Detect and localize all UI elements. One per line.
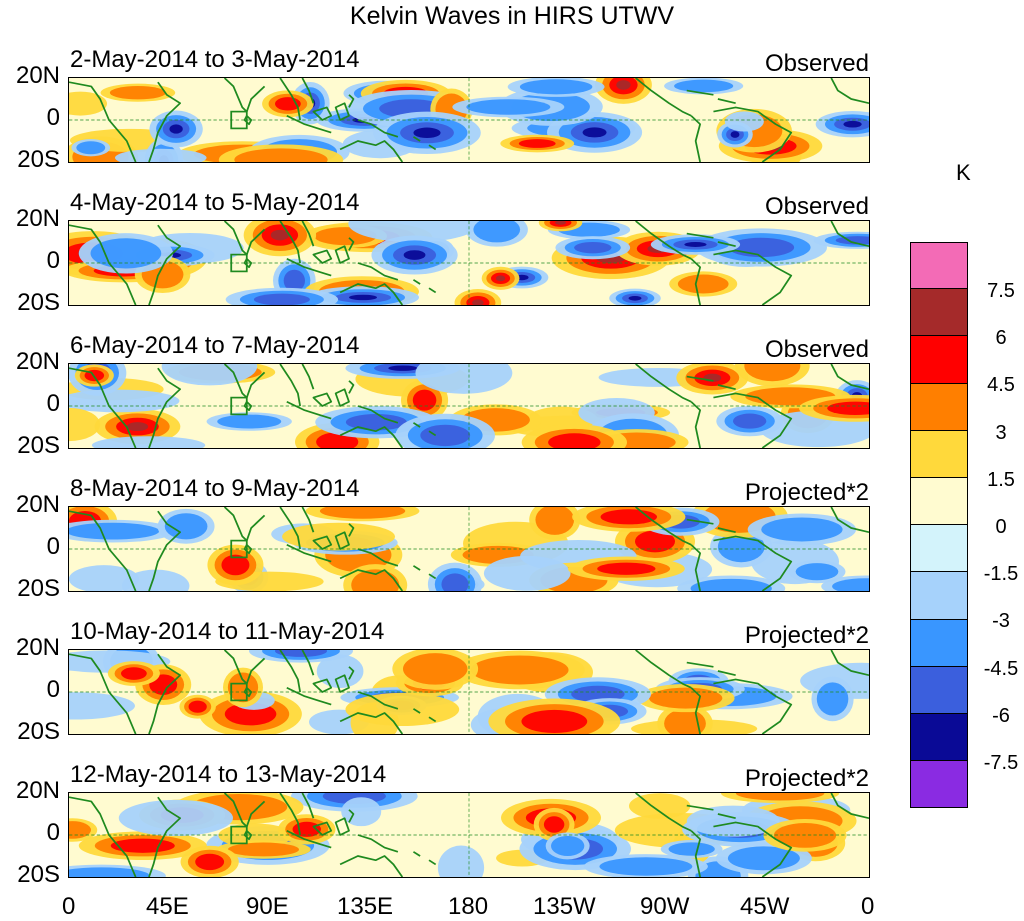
colorbar-tick-label: -1.5 xyxy=(983,563,1019,586)
lon-tick-180: 180 xyxy=(448,893,489,920)
panel-date-range: 8-May-2014 to 9-May-2014 xyxy=(70,475,360,502)
colorbar-swatch xyxy=(910,477,968,526)
colorbar-swatch xyxy=(910,572,968,620)
panel-type-label: Projected*2 xyxy=(744,765,869,792)
lat-tick-label: 20S xyxy=(17,146,60,173)
lat-tick-label: 20N xyxy=(15,491,60,518)
lat-tick-label: 0 xyxy=(46,676,60,703)
lat-tick-label: 20N xyxy=(15,62,60,89)
lon-tick-0-end: 0 xyxy=(861,893,875,920)
colorbar-swatch xyxy=(910,383,968,431)
lat-tick-label: 20N xyxy=(15,205,60,232)
colorbar-tick-label: -4.5 xyxy=(983,657,1019,680)
lon-tick-135w: 135W xyxy=(533,893,596,920)
lon-tick-90e: 90E xyxy=(246,893,289,920)
colorbar-swatch xyxy=(910,761,968,809)
anomaly-map xyxy=(68,649,870,735)
lat-tick-label: 0 xyxy=(46,390,60,417)
colorbar-swatch xyxy=(910,666,968,714)
lat-tick-label: 20N xyxy=(15,777,60,804)
colorbar-swatch xyxy=(910,619,968,667)
colorbar-tick-label: 6 xyxy=(995,327,1007,350)
colorbar-tick-label: 7.5 xyxy=(987,280,1015,302)
map-panel: 10-May-2014 to 11-May-2014 Projected*2 20N… xyxy=(0,618,1024,761)
panel-type-label: Observed xyxy=(764,50,869,77)
lon-tick-45w: 45W xyxy=(740,893,790,920)
map-panel: 8-May-2014 to 9-May-2014 Projected*2 20N 0 2… xyxy=(0,475,1024,618)
panel-type-label: Observed xyxy=(764,336,869,363)
anomaly-map xyxy=(68,363,870,449)
colorbar-tick-label: -3 xyxy=(992,610,1010,633)
region-box xyxy=(230,539,248,559)
colorbar-swatch xyxy=(910,430,968,478)
colorbar-swatch xyxy=(910,525,968,573)
colorbar-tick-label: -7.5 xyxy=(983,752,1019,774)
colorbar-unit: K xyxy=(956,160,971,185)
colorbar-swatch xyxy=(910,242,968,290)
region-box xyxy=(230,253,248,273)
panel-date-range: 12-May-2014 to 13-May-2014 xyxy=(70,761,387,788)
region-box xyxy=(230,396,248,416)
anomaly-map xyxy=(68,792,870,878)
lat-tick-label: 20N xyxy=(15,634,60,661)
lat-tick-label: 20S xyxy=(17,432,60,459)
colorbar-tick-label: 3 xyxy=(995,421,1007,444)
panel-type-label: Projected*2 xyxy=(744,622,869,649)
figure-title: Kelvin Waves in HIRS UTWV xyxy=(349,2,675,30)
lat-tick-label: 0 xyxy=(46,247,60,274)
colorbar-tick-label: 4.5 xyxy=(987,374,1015,397)
lat-tick-label: 20S xyxy=(17,861,60,888)
lat-tick-label: 20N xyxy=(15,348,60,375)
anomaly-map xyxy=(68,506,870,592)
colorbar-tick-label: 1.5 xyxy=(987,468,1015,491)
lat-tick-label: 0 xyxy=(46,104,60,131)
colorbar-swatch xyxy=(910,336,968,384)
map-panel: 4-May-2014 to 5-May-2014 Observed 20N 0 20S xyxy=(0,189,1024,332)
colorbar xyxy=(910,242,968,809)
panel-date-range: 2-May-2014 to 3-May-2014 xyxy=(70,46,360,73)
map-panel: 2-May-2014 to 3-May-2014 Observed 20N 0 20S xyxy=(0,46,1024,189)
lon-tick-0: 0 xyxy=(62,893,76,920)
region-box xyxy=(230,110,248,130)
lat-tick-label: 0 xyxy=(46,533,60,560)
lat-tick-label: 0 xyxy=(46,819,60,846)
lon-tick-90w: 90W xyxy=(640,893,690,920)
lat-tick-label: 20S xyxy=(17,289,60,316)
panel-type-label: Projected*2 xyxy=(744,479,869,506)
colorbar-tick-label: -6 xyxy=(992,704,1010,727)
map-panel: 12-May-2014 to 13-May-2014 Projected*2 20N… xyxy=(0,761,1024,904)
panel-date-range: 10-May-2014 to 11-May-2014 xyxy=(70,618,385,645)
lat-tick-label: 20S xyxy=(17,718,60,745)
lon-tick-45e: 45E xyxy=(146,893,189,920)
colorbar-tick-label: 0 xyxy=(995,516,1007,538)
lat-tick-label: 20S xyxy=(17,575,60,602)
panel-date-range: 6-May-2014 to 7-May-2014 xyxy=(70,332,360,359)
region-box xyxy=(230,825,248,845)
colorbar-swatch xyxy=(910,713,968,762)
panel-type-label: Observed xyxy=(764,193,869,220)
lon-tick-135e: 135E xyxy=(337,893,394,920)
anomaly-map xyxy=(68,220,870,306)
map-panel: 6-May-2014 to 7-May-2014 Observed 20N 0 20S xyxy=(0,332,1024,475)
colorbar-swatch xyxy=(910,289,968,337)
panel-date-range: 4-May-2014 to 5-May-2014 xyxy=(70,189,360,216)
region-box xyxy=(230,682,248,702)
anomaly-map xyxy=(68,77,870,163)
